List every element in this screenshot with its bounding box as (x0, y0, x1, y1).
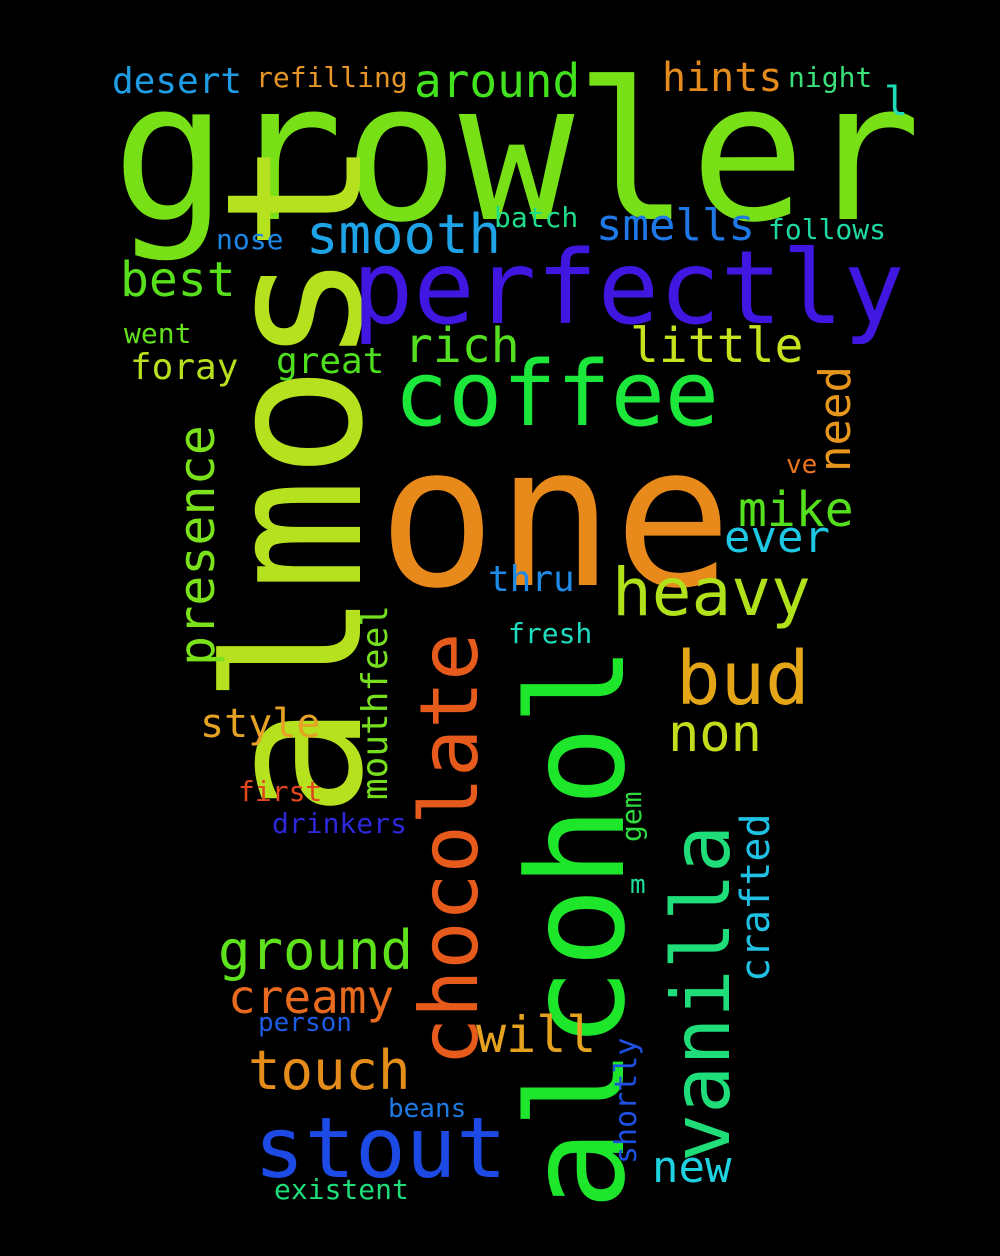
word-ever: ever (724, 512, 830, 563)
word-new: new (652, 1142, 732, 1193)
word-ve: ve (786, 450, 818, 480)
word-beans: beans (388, 1094, 467, 1124)
word-crafted: crafted (733, 813, 779, 982)
word-went: went (124, 317, 192, 350)
word-will: will (476, 1006, 597, 1064)
word-foray: foray (130, 347, 239, 388)
word-fresh: fresh (508, 617, 593, 650)
word-drinkers: drinkers (272, 807, 407, 840)
word-chocolate: chocolate (403, 632, 496, 1066)
word-style: style (200, 701, 321, 747)
word-existent: existent (274, 1173, 409, 1206)
word-refilling: refilling (256, 61, 408, 94)
word-l: l (884, 79, 909, 125)
word-batch: batch (494, 201, 579, 234)
word-hints: hints (662, 55, 783, 101)
word-perfectly: perfectly (352, 229, 905, 348)
word-smells: smells (596, 200, 755, 251)
word-night: night (788, 61, 873, 94)
word-bud: bud (676, 636, 810, 722)
word-non: non (668, 704, 762, 764)
word-heavy: heavy (612, 554, 811, 631)
word-great: great (276, 341, 385, 382)
word-need: need (810, 366, 861, 472)
word-smooth: smooth (306, 203, 502, 266)
word-mike: mike (738, 482, 854, 538)
word-nose: nose (216, 223, 284, 256)
word-vanilla: vanilla (655, 824, 748, 1162)
word-touch: touch (248, 1039, 411, 1102)
word-coffee: coffee (394, 342, 720, 447)
word-creamy: creamy (228, 970, 395, 1024)
word-little: little (630, 318, 804, 374)
word-ground: ground (218, 919, 414, 982)
word-person: person (258, 1008, 352, 1038)
word-desert: desert (112, 61, 243, 102)
word-follows: follows (768, 213, 887, 246)
word-first: first (238, 775, 323, 808)
word-m: m (630, 870, 646, 900)
word-best: best (120, 252, 236, 308)
word-around: around (414, 54, 581, 108)
word-thru: thru (488, 559, 575, 600)
word-one: one (378, 404, 733, 632)
word-growler: growler (112, 42, 922, 265)
word-mouthfeel: mouthfeel (355, 604, 396, 800)
word-rich: rich (404, 318, 520, 374)
word-stout: stout (254, 1099, 507, 1197)
word-gem: gem (615, 791, 648, 842)
word-presence: presence (168, 425, 226, 666)
word-shortly: shortly (609, 1037, 644, 1164)
